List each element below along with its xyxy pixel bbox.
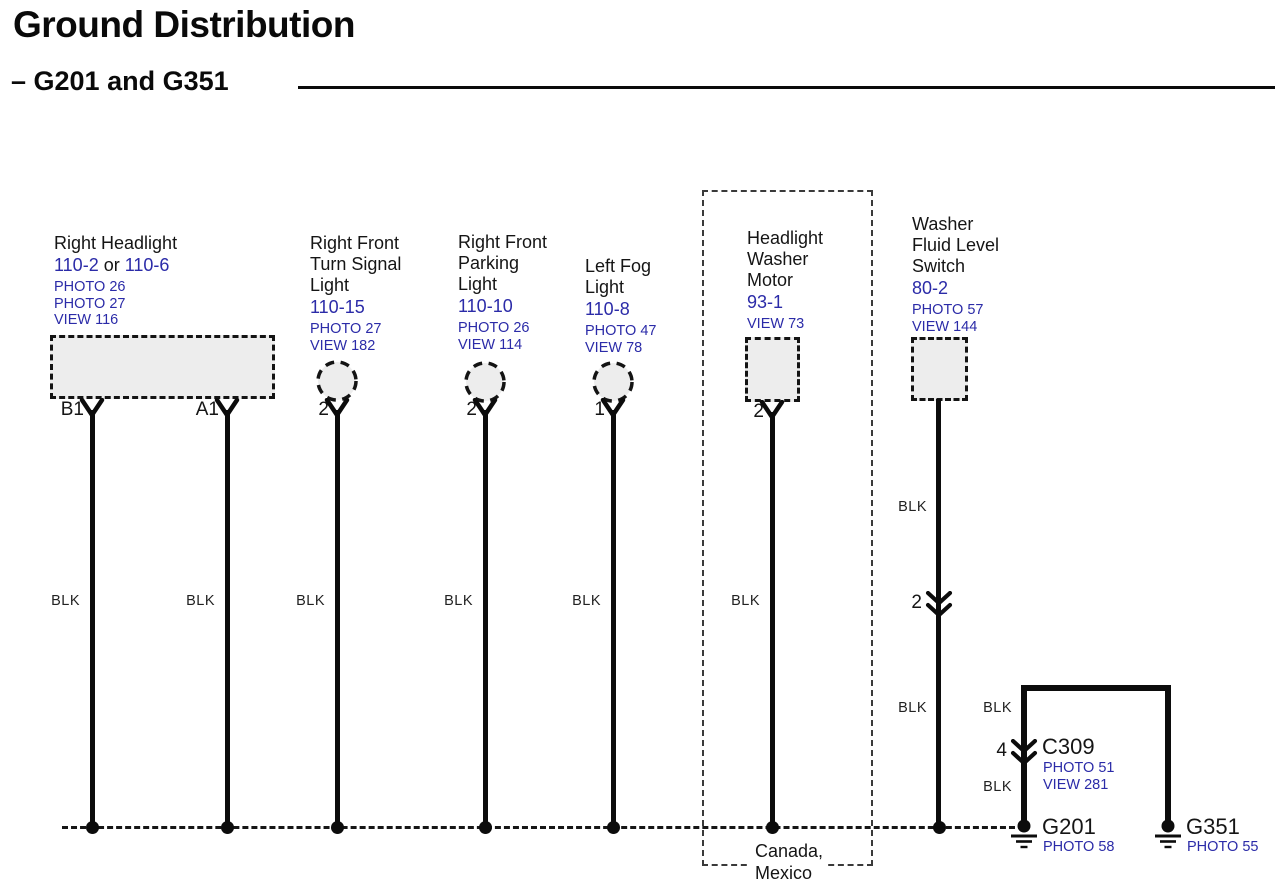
photo-ref: PHOTO 27 — [54, 295, 126, 312]
junction-dot — [479, 821, 492, 834]
washer-motor-connector-box — [745, 337, 800, 402]
label-right-headlight: Right Headlight 110-2 or 110-6 PHOTO 26 … — [54, 233, 177, 329]
region-label-canada-mexico: Canada, Mexico — [750, 839, 829, 885]
component-code: 110-2 or 110-6 — [54, 255, 170, 275]
wire-color-label: BLK — [572, 593, 601, 609]
junction-dot — [221, 821, 234, 834]
view-ref: VIEW 73 — [747, 316, 805, 332]
pin-label: 2 — [318, 399, 329, 420]
component-code: 110-10 — [458, 296, 513, 316]
ground-icon — [1143, 818, 1193, 854]
label-left-fog-light: Left Fog Light 110-8 PHOTO 47 VIEW 78 — [585, 256, 656, 356]
pin-label-b1: B1 — [60, 399, 84, 420]
component-name: Light — [310, 275, 350, 295]
component-name: Headlight — [747, 228, 824, 248]
parking-light-bulb-symbol — [462, 359, 508, 405]
component-code: 110-15 — [310, 297, 365, 317]
pin-label: 1 — [594, 399, 605, 420]
component-name: Left Fog — [585, 256, 652, 276]
wire-color-label: BLK — [186, 593, 215, 609]
inline-connector-icon — [1009, 739, 1039, 765]
turn-signal-bulb-symbol — [314, 358, 360, 404]
inline-connector-icon — [924, 591, 954, 617]
component-name: Parking — [458, 253, 520, 273]
page-title: Ground Distribution — [13, 4, 355, 45]
ground-icon — [999, 818, 1049, 854]
junction-dot — [86, 821, 99, 834]
view-ref: VIEW 114 — [458, 336, 523, 353]
label-headlight-washer-motor: Headlight Washer Motor 93-1 VIEW 73 — [747, 228, 823, 333]
wire-color-label: BLK — [898, 499, 927, 515]
branch-left-leg-wire — [1021, 685, 1027, 826]
component-code: 110-8 — [585, 299, 630, 319]
photo-ref: PHOTO 58 — [1043, 839, 1115, 855]
fog-light-bulb-symbol — [590, 359, 636, 405]
connector-pin-label: 2 — [911, 592, 922, 613]
component-name: Motor — [747, 270, 794, 290]
ground-wire-turn-signal — [335, 410, 340, 828]
right-headlight-connector-box — [50, 335, 275, 399]
component-name: Turn Signal — [310, 254, 402, 274]
photo-ref: PHOTO 47 — [585, 323, 657, 339]
component-name: Washer — [912, 214, 974, 234]
subtitle-rule — [298, 86, 1275, 89]
view-ref: VIEW 182 — [310, 337, 376, 354]
connector-name-c309: C309 — [1042, 734, 1095, 759]
pin-label: 2 — [753, 401, 764, 422]
photo-ref: PHOTO 51 — [1043, 760, 1115, 776]
photo-ref: PHOTO 26 — [458, 320, 530, 336]
component-name: Light — [585, 277, 625, 297]
wire-color-label: BLK — [983, 779, 1012, 795]
view-ref: VIEW 78 — [585, 339, 643, 356]
component-name: Washer — [747, 249, 809, 269]
wire-color-label: BLK — [444, 593, 473, 609]
junction-dot — [933, 821, 946, 834]
branch-right-leg-wire — [1165, 685, 1171, 826]
wire-color-label: BLK — [51, 593, 80, 609]
component-name: Right Front — [458, 232, 548, 252]
photo-ref: PHOTO 55 — [1187, 839, 1259, 855]
ground-wire-right-headlight-b1 — [90, 410, 95, 828]
ground-wire-right-headlight-a1 — [225, 410, 230, 828]
view-ref: VIEW 144 — [912, 318, 978, 335]
photo-ref: PHOTO 57 — [912, 302, 984, 318]
branch-horizontal-wire — [1021, 685, 1171, 691]
view-ref: VIEW 116 — [54, 312, 119, 328]
ground-name-g201: G201 — [1042, 814, 1096, 839]
component-code: 93-1 — [747, 292, 784, 312]
junction-dot — [331, 821, 344, 834]
view-ref: VIEW 281 — [1043, 777, 1109, 793]
connector-pin-label: 4 — [996, 740, 1007, 761]
pin-label-a1: A1 — [195, 399, 219, 420]
pin-label: 2 — [466, 399, 477, 420]
wire-color-label: BLK — [898, 700, 927, 716]
component-code: 80-2 — [912, 278, 949, 298]
component-name: Fluid Level — [912, 235, 1000, 255]
wire-color-label: BLK — [983, 700, 1012, 716]
component-name: Light — [458, 274, 498, 294]
ground-bus-wire — [62, 826, 1024, 829]
wire-color-label: BLK — [731, 593, 760, 609]
photo-ref: PHOTO 26 — [54, 279, 126, 295]
label-right-front-turn-signal-light: Right Front Turn Signal Light 110-15 PHO… — [310, 233, 401, 354]
wire-color-label: BLK — [296, 593, 325, 609]
label-washer-fluid-level-switch: Washer Fluid Level Switch 80-2 PHOTO 57 … — [912, 214, 999, 335]
ground-wire-washer-motor — [770, 412, 775, 828]
photo-ref: PHOTO 27 — [310, 321, 382, 337]
label-right-front-parking-light: Right Front Parking Light 110-10 PHOTO 2… — [458, 232, 547, 353]
ground-name-g351: G351 — [1186, 814, 1240, 839]
ground-wire-fog-light — [611, 410, 616, 828]
junction-dot — [766, 821, 779, 834]
component-name: Right Headlight — [54, 233, 178, 253]
page-subtitle: – G201 and G351 — [11, 66, 229, 96]
junction-dot — [607, 821, 620, 834]
component-name: Switch — [912, 256, 966, 276]
fluid-switch-connector-box — [911, 337, 968, 401]
component-name: Right Front — [310, 233, 400, 253]
ground-wire-parking-light — [483, 410, 488, 828]
